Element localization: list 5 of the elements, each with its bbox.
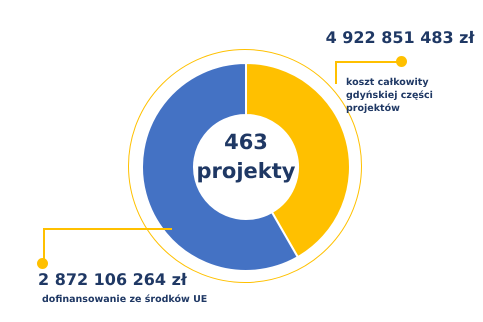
text: dofinansowanie ze środków UE — [42, 294, 208, 305]
text: koszt całkowity gdyńskiej części projektów — [346, 76, 434, 115]
text: 4 922 851 483 zł — [325, 28, 475, 47]
text: 2 872 106 264 zł — [38, 270, 188, 289]
text: 463 projekty — [196, 129, 296, 185]
